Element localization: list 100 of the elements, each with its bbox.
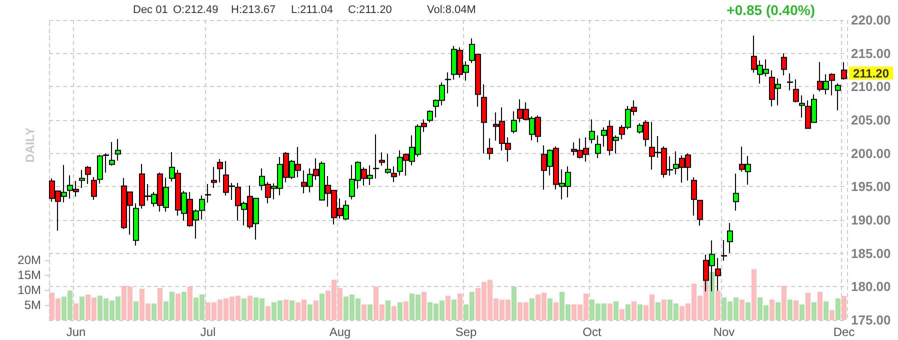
y-tick-label: 200.00 [851,146,891,161]
bar [368,304,372,320]
candlestick [781,52,787,76]
bar [626,304,630,320]
bar [794,300,798,320]
text: Vol:8.04M [427,4,476,16]
y-tick-label: 215.00 [851,46,891,61]
bar [80,296,84,320]
bar [800,304,804,320]
annotation: 211.20 [852,66,890,81]
bar [458,294,462,320]
bar [452,300,456,320]
bar [248,296,252,320]
bar [74,304,78,320]
candlestick [379,152,385,166]
candlestick [835,82,841,111]
candlestick [841,62,847,80]
candlestick [211,166,217,188]
text: H:213.67 [231,4,276,16]
candlestick [799,94,805,118]
candlestick [595,134,601,158]
candlestick [589,118,595,144]
bar [548,298,552,320]
bar [842,296,846,320]
bar [284,300,288,320]
bar [740,300,744,320]
bar [362,304,366,320]
candlestick [697,200,703,226]
bar [770,300,774,320]
bar [788,300,792,320]
bar [830,310,834,320]
y-tick-label: 190.00 [851,212,891,228]
bar [716,290,720,320]
bar [746,302,750,320]
candlestick [733,173,739,212]
bar [614,301,618,320]
bar [446,296,450,320]
bar [710,272,714,320]
candlestick [91,176,97,200]
x-tick-label: Sep [455,325,477,339]
candlestick [727,222,733,254]
candlestick [721,240,727,262]
bar [812,302,816,320]
bar [266,306,270,320]
y-tick-label: 220.00 [851,12,891,28]
y2-tick-label: 20M [18,253,42,267]
candlestick [511,110,517,134]
candlestick [391,166,397,182]
bar [620,309,624,320]
bar [638,304,642,320]
y-tick-label: 195.00 [851,179,891,194]
bar [776,302,780,320]
candlestick [85,166,91,184]
bar [242,298,246,320]
candlestick [205,184,211,204]
bar [608,304,612,320]
x-tick-label: Nov [713,325,735,339]
candlestick [217,158,223,183]
y-tick-label: 180.00 [851,279,891,294]
bar [530,298,534,320]
candlestick [829,72,835,96]
candlestick [481,84,487,154]
text: C:211.20 [348,4,392,16]
candlestick [445,72,451,94]
bar [806,292,810,320]
bar [290,300,294,320]
x-tick-label: Oct [582,325,602,339]
text: Dec 01 [133,4,168,16]
y2-tick-label: 5M [24,298,41,312]
text: O:212.49 [173,4,218,16]
bar [176,294,180,320]
candlestick [487,138,493,160]
bar [158,288,162,320]
candlestick [133,202,139,246]
bar [386,300,390,320]
bar [818,292,822,320]
y-tick-label: 205.00 [851,112,891,128]
candlestick [691,176,697,216]
text: L:211.04 [291,4,334,16]
bar [308,304,312,320]
bar [152,304,156,320]
bar [422,292,426,320]
candlestick [79,170,85,188]
bar [632,301,636,320]
bar [656,302,660,320]
bar [554,302,558,320]
candlestick [793,78,799,103]
bar [512,286,516,320]
bar [392,306,396,320]
bar [836,298,840,320]
bar [752,269,756,320]
candlestick [787,72,793,91]
x-tick-label: Jul [200,325,216,339]
candlestick [385,154,391,174]
y-tick-label: 210.00 [851,79,891,94]
bar [314,300,318,320]
candlestick [109,142,115,166]
bar [824,301,828,320]
bar [782,286,786,320]
bar [404,301,408,320]
